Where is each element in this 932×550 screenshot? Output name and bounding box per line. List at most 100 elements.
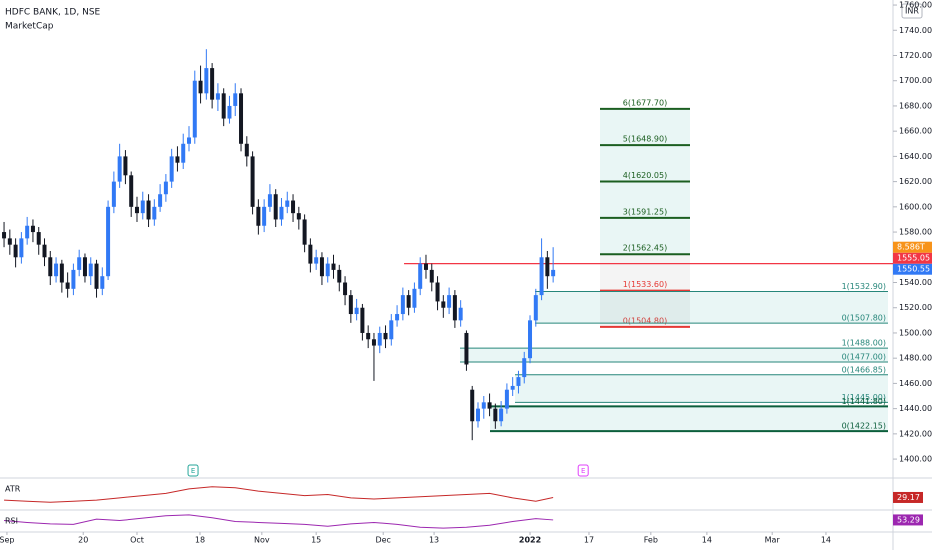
candle-body xyxy=(256,206,261,226)
candle-body xyxy=(481,402,486,409)
candle-body xyxy=(233,93,238,106)
x-tick-label: 14 xyxy=(702,536,712,545)
fib-zone xyxy=(600,254,690,291)
fib-label: 3(1591.25) xyxy=(623,207,667,216)
x-tick-label: Oct xyxy=(130,536,144,545)
candle-body xyxy=(163,181,168,195)
candle-body xyxy=(510,385,515,390)
chart-title: HDFC BANK, 1D, NSE xyxy=(5,8,101,18)
y-tick-label: 1400.00 xyxy=(899,455,932,464)
candle-body xyxy=(493,408,498,422)
indicator-line xyxy=(4,514,554,529)
indicator-line xyxy=(4,486,554,503)
indicator-name: RSI xyxy=(5,517,18,526)
fib-zone xyxy=(460,348,888,362)
candle-body xyxy=(516,377,521,386)
candle-body xyxy=(291,200,296,214)
candle-body xyxy=(522,358,527,378)
candle-body xyxy=(487,402,492,409)
candle-body xyxy=(447,295,452,308)
event-label: E xyxy=(191,467,195,475)
x-tick-label: 15 xyxy=(311,536,321,545)
y-tick-label: 1600.00 xyxy=(899,202,932,211)
fib-label: 4(1620.05) xyxy=(623,171,667,180)
candle-body xyxy=(273,194,278,220)
indicator-value: 29.17 xyxy=(897,493,920,502)
candle-body xyxy=(19,238,24,258)
candle-body xyxy=(181,143,186,163)
candle-body xyxy=(100,276,105,289)
candle-body xyxy=(412,288,417,308)
candle-body xyxy=(158,194,163,207)
candle-body xyxy=(423,263,428,270)
fib-label: 1(1532.90) xyxy=(842,282,886,291)
candle-body xyxy=(210,68,215,100)
y-tick-label: 1540.00 xyxy=(899,278,932,287)
candle-body xyxy=(175,156,180,163)
currency[interactable]: INR xyxy=(905,7,919,16)
candle-body xyxy=(383,332,388,340)
event-marker xyxy=(187,464,199,477)
candle-body xyxy=(169,156,174,182)
candle-body xyxy=(30,225,35,233)
price-label: 8.586T xyxy=(897,243,925,252)
candle-body xyxy=(146,200,151,220)
fib-label: 5(1648.90) xyxy=(623,135,667,144)
candle-body xyxy=(470,389,475,422)
candle-body xyxy=(360,307,365,333)
candle-body xyxy=(528,320,533,359)
fib-label: 1(1445.00) xyxy=(842,393,886,402)
fib-label: 0(1422.15) xyxy=(842,422,886,431)
candle-body xyxy=(389,320,394,340)
candle-body xyxy=(117,156,122,182)
candle-body xyxy=(325,263,330,277)
fib-label: 2(1562.45) xyxy=(623,244,667,253)
x-tick-label: Dec xyxy=(375,536,390,545)
currency-box[interactable] xyxy=(901,3,923,19)
candle-body xyxy=(406,295,411,308)
candle-body xyxy=(82,257,87,277)
candle-body xyxy=(221,93,226,119)
candle-body xyxy=(337,269,342,283)
candle-body xyxy=(123,156,128,176)
fib-label: 6(1677.70) xyxy=(623,98,667,107)
indicator-value-box xyxy=(893,514,923,526)
candle-body xyxy=(418,263,423,289)
fib-label: 0(1477.00) xyxy=(842,352,886,361)
fib-zone xyxy=(600,181,690,218)
fib-zone xyxy=(515,374,888,403)
candle-body xyxy=(476,408,481,422)
y-tick-label: 1700.00 xyxy=(899,76,932,85)
candle-body xyxy=(227,105,232,119)
candle-body xyxy=(48,257,53,277)
candle-body xyxy=(71,269,76,289)
y-tick-label: 1440.00 xyxy=(899,404,932,413)
fib-zone xyxy=(600,108,690,146)
candle-body xyxy=(377,332,382,346)
candle-body xyxy=(551,269,556,277)
candle-body xyxy=(533,295,538,321)
candle-body xyxy=(215,93,220,100)
indicator-value: 53.29 xyxy=(897,515,920,524)
y-tick-label: 1460.00 xyxy=(899,379,932,388)
candle-body xyxy=(204,68,209,94)
candle-body xyxy=(77,257,82,270)
candle-body xyxy=(187,137,192,144)
candle-body xyxy=(452,295,457,321)
candle-body xyxy=(343,282,348,296)
candle-body xyxy=(2,232,7,239)
y-tick-label: 1520.00 xyxy=(899,303,932,312)
candle-body xyxy=(400,295,405,315)
candle-body xyxy=(441,301,446,308)
candle-body xyxy=(435,282,440,302)
fib-zone xyxy=(535,291,888,324)
candle-body xyxy=(88,263,93,277)
candle-body xyxy=(59,263,64,283)
candle-body xyxy=(152,206,157,220)
indicator-value-box xyxy=(893,491,923,503)
y-tick-label: 1580.00 xyxy=(899,228,932,237)
x-tick-label: 17 xyxy=(584,536,594,545)
candle-body xyxy=(106,206,111,277)
candle-body xyxy=(94,263,99,289)
